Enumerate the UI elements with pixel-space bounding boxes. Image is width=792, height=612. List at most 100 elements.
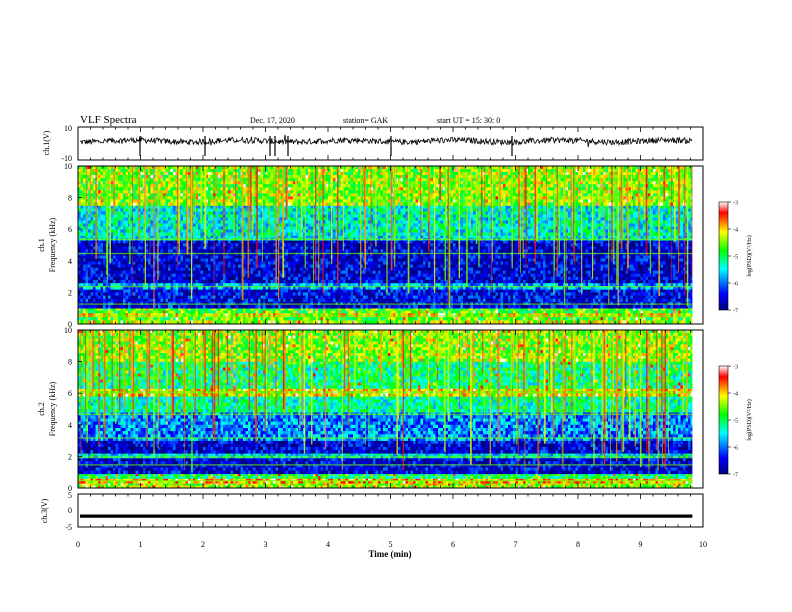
spectrogram-cell xyxy=(453,240,456,244)
spectrogram-cell xyxy=(400,292,404,296)
spectrogram-cell xyxy=(568,255,571,259)
spectrogram-cell xyxy=(193,305,196,309)
spectrogram-cell xyxy=(160,261,164,265)
spectrogram-cell xyxy=(400,295,404,300)
spectrogram-cell xyxy=(143,305,146,309)
spectrogram-cell xyxy=(368,308,371,311)
spectrogram-cell xyxy=(498,316,501,321)
spectrogram-cell xyxy=(200,240,204,244)
spectrogram-cell xyxy=(503,246,506,250)
spectrogram-cell xyxy=(80,261,84,265)
spectrogram-cell xyxy=(463,286,466,290)
spectrogram-cell xyxy=(410,258,414,262)
spectrogram-cell xyxy=(683,298,686,303)
spectrogram-cell xyxy=(325,246,329,250)
spectrogram-cell xyxy=(430,246,434,250)
spectrogram-cell xyxy=(558,308,561,311)
spectrogram-cell xyxy=(480,243,484,247)
spectrogram-cell xyxy=(555,312,559,318)
spectrogram-cell xyxy=(585,320,589,324)
spectrogram-cell xyxy=(270,312,274,318)
spectrogram-cell xyxy=(130,305,134,309)
spectrogram-cell xyxy=(505,308,509,311)
spectrogram-cell xyxy=(668,316,671,321)
spectrogram-cell xyxy=(518,292,521,296)
spectrogram-cell xyxy=(440,292,444,296)
spectrogram-cell xyxy=(268,249,271,253)
spectrogram-cell xyxy=(480,249,484,253)
spectrogram-cell xyxy=(580,295,584,300)
spectrogram-cell xyxy=(415,320,419,324)
spectrogram-cell xyxy=(295,310,299,314)
spectrogram-cell xyxy=(475,295,479,300)
spectrogram-cell xyxy=(555,282,559,287)
spectrogram-cell xyxy=(558,289,561,293)
spectrogram-cell xyxy=(248,282,251,287)
spectrogram-cell xyxy=(420,305,424,309)
spectrogram-cell xyxy=(130,298,134,303)
spectrogram-cell xyxy=(543,286,546,290)
spectrogram-cell xyxy=(543,320,546,324)
spectrogram-cell xyxy=(580,298,584,303)
spectrogram-cell xyxy=(610,292,614,296)
spectrogram-cell xyxy=(248,295,251,300)
spectrogram-cell xyxy=(428,295,431,300)
spectrogram-cell xyxy=(315,292,319,296)
spectrogram-cell xyxy=(343,286,346,290)
spectrogram-cell xyxy=(575,243,579,247)
spectrogram-cell xyxy=(608,289,611,293)
spectrogram-cell xyxy=(375,308,379,311)
spectrogram-cell xyxy=(283,305,286,309)
spectrogram-cell xyxy=(670,310,674,314)
spectrogram-cell xyxy=(103,292,106,296)
spectrogram-cell xyxy=(640,286,644,290)
spectrogram-cell xyxy=(480,298,484,303)
spectrogram-cell xyxy=(85,282,89,287)
spectrogram-cell xyxy=(345,310,349,314)
spectrogram-cell xyxy=(348,292,351,296)
spectrogram-cell xyxy=(460,258,464,262)
spectrogram-cell xyxy=(430,255,434,259)
spectrogram-cell xyxy=(610,289,614,293)
spectrogram-cell xyxy=(298,246,301,250)
spectrogram-cell xyxy=(230,282,234,287)
spectrogram-cell xyxy=(525,312,529,318)
spectrogram-cell xyxy=(628,316,631,321)
spectrogram-cell xyxy=(565,308,569,311)
spectrogram-cell xyxy=(160,292,164,296)
spectrogram-cell xyxy=(370,308,374,311)
spectrogram-cell xyxy=(605,310,609,314)
spectrogram-cell xyxy=(295,320,299,324)
spectrogram-cell xyxy=(645,312,649,318)
spectrogram-cell xyxy=(230,312,234,318)
spectrogram-cell xyxy=(270,289,274,293)
spectrogram-cell xyxy=(650,316,654,321)
spectrogram-cell xyxy=(605,258,609,262)
spectrogram-cell xyxy=(663,240,666,244)
spectrogram-cell xyxy=(460,246,464,250)
spectrogram-cell xyxy=(488,292,491,296)
spectrogram-cell xyxy=(513,310,516,314)
spectrogram-cell xyxy=(593,282,596,287)
spectrogram-cell xyxy=(423,305,426,309)
spectrogram-cell xyxy=(120,249,124,253)
spectrogram-cell xyxy=(428,286,431,290)
spectrogram-cell xyxy=(235,255,239,259)
spectrogram-cell xyxy=(188,310,191,314)
spectrogram-cell xyxy=(385,310,389,314)
spectrogram-cell xyxy=(403,246,406,250)
spectrogram-cell xyxy=(295,240,299,244)
spectrogram-cell xyxy=(108,308,111,311)
spectrogram-cell xyxy=(508,316,511,321)
spectrogram-cell xyxy=(215,316,219,321)
spectrogram-cell xyxy=(413,289,416,293)
spectrogram-cell xyxy=(168,310,171,314)
spectrogram-cell xyxy=(258,240,261,244)
spectrogram-cell xyxy=(325,298,329,303)
spectrogram-cell xyxy=(85,258,89,262)
spectrogram-cell xyxy=(233,243,236,247)
spectrogram-cell xyxy=(643,246,646,250)
spectrogram-cell xyxy=(580,312,584,318)
spectrogram-cell xyxy=(568,312,571,318)
spectrogram-cell xyxy=(513,289,516,293)
